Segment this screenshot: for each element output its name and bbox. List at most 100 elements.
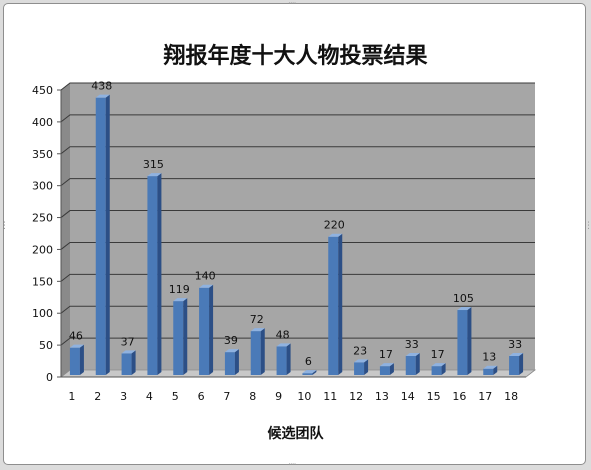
bar-front [379, 366, 390, 375]
bar-front [173, 301, 184, 375]
bar [302, 370, 317, 375]
bar-side [389, 363, 394, 375]
bar-side [441, 363, 446, 375]
bar [224, 349, 239, 375]
gridline [60, 146, 535, 155]
x-tick-label: 13 [375, 390, 389, 403]
bar-top [199, 284, 214, 288]
data-label: 33 [508, 338, 522, 351]
bar-top [379, 363, 394, 367]
bar-front [431, 366, 442, 375]
bar [457, 307, 472, 375]
data-label: 48 [276, 328, 290, 341]
bar-side [467, 307, 472, 375]
bar-side [131, 350, 136, 375]
bar-front [509, 355, 520, 375]
bar [199, 284, 214, 375]
bar-front [95, 97, 106, 376]
resize-handle-bottom[interactable]: ···· [288, 460, 297, 470]
gridline [60, 273, 535, 282]
bar-side [493, 365, 498, 375]
plot-side-wall [61, 83, 70, 377]
x-tick-label: 18 [504, 390, 518, 403]
gridline [60, 305, 535, 314]
y-tick-label: 400 [32, 116, 53, 129]
bar-front [250, 331, 261, 375]
x-tick-label: 5 [172, 390, 179, 403]
resize-handle-left[interactable]: ⋮ [0, 221, 9, 231]
data-label: 39 [224, 334, 238, 347]
bar-top [483, 365, 498, 369]
bar [250, 328, 265, 375]
resize-handle-top[interactable]: ···· [288, 0, 297, 9]
bar-side [183, 298, 188, 375]
x-axis-title: 候选团队 [267, 426, 324, 442]
chart-title: 翔报年度十大人物投票结果 [163, 43, 428, 69]
bar-front [302, 373, 313, 375]
bar-front [354, 362, 365, 375]
x-tick-label: 16 [452, 390, 466, 403]
data-label: 72 [250, 313, 264, 326]
bar-front [224, 352, 235, 375]
gridline [60, 210, 535, 218]
bar [147, 173, 162, 375]
bar-side [209, 284, 214, 375]
x-tick-label: 3 [120, 390, 127, 403]
bar [379, 363, 394, 375]
resize-handle-right[interactable]: ⋮ [584, 221, 591, 231]
data-label: 37 [121, 335, 135, 348]
bar-front [276, 346, 287, 375]
data-label: 438 [91, 80, 112, 93]
data-label: 33 [405, 338, 419, 351]
bar-side [105, 94, 110, 376]
bar-top [95, 94, 110, 98]
y-tick-label: 300 [32, 180, 53, 193]
bar-top [302, 370, 317, 374]
bar-top [250, 328, 265, 332]
bar-side [157, 173, 162, 375]
bar-front [405, 355, 416, 375]
bar-top [457, 307, 472, 311]
bar [483, 365, 498, 375]
data-label: 17 [431, 348, 445, 361]
x-tick-label: 7 [223, 390, 230, 403]
bar [121, 350, 136, 375]
y-tick-label: 0 [46, 371, 53, 384]
bar-top [147, 173, 162, 177]
data-label: 220 [324, 219, 345, 232]
bar-side [415, 352, 420, 375]
data-label: 140 [195, 270, 216, 283]
data-label: 17 [379, 348, 393, 361]
bar-side [338, 233, 343, 375]
bar-side [286, 343, 291, 375]
bar-side [79, 344, 84, 375]
bar [405, 352, 420, 375]
bar [431, 363, 446, 375]
data-label: 46 [69, 330, 83, 343]
x-tick-label: 10 [297, 390, 311, 403]
bar-side [519, 352, 524, 375]
x-tick-label: 12 [349, 390, 363, 403]
bar-front [69, 347, 80, 375]
bar-front [147, 176, 158, 375]
bar [173, 298, 188, 375]
bar-top [69, 344, 84, 348]
x-tick-label: 4 [146, 390, 153, 403]
bar [276, 343, 291, 375]
bar-front [328, 236, 339, 375]
bar-top [354, 359, 369, 363]
bar [354, 359, 369, 375]
bar-front [457, 310, 468, 375]
bar-top [509, 352, 524, 356]
bar [328, 233, 343, 375]
bar-side [260, 328, 265, 375]
bar [69, 344, 84, 375]
y-tick-label: 200 [32, 243, 53, 256]
bar [509, 352, 524, 375]
y-tick-label: 50 [39, 339, 53, 352]
x-tick-label: 17 [478, 390, 492, 403]
y-tick-label: 350 [32, 148, 53, 161]
x-tick-label: 6 [198, 390, 205, 403]
x-tick-label: 2 [94, 390, 101, 403]
